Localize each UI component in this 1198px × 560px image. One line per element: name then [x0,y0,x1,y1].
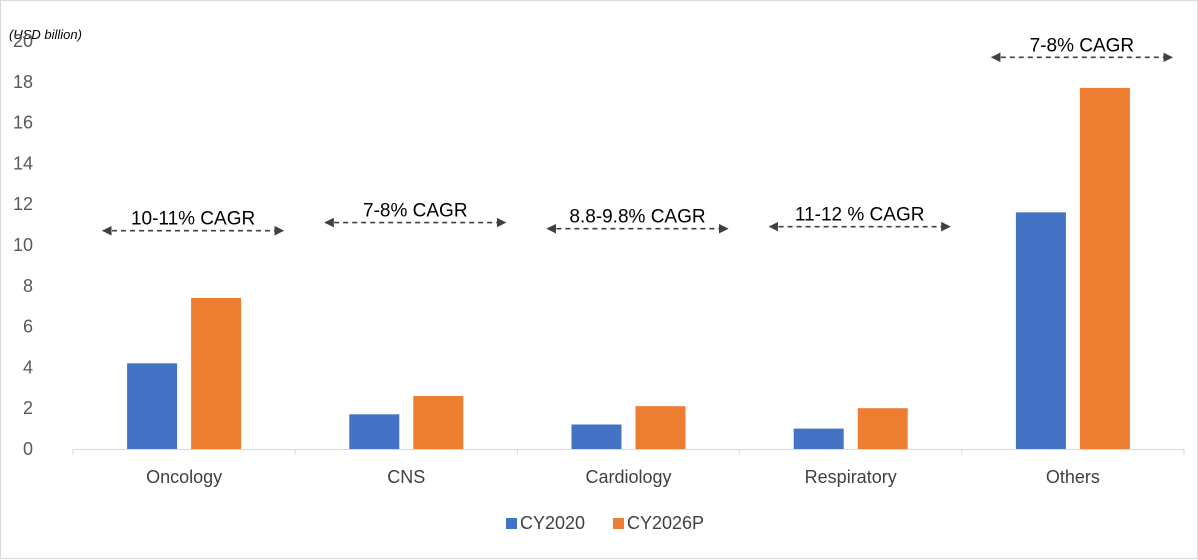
x-axis-label: Others [1046,467,1100,487]
y-tick-label: 0 [23,439,33,459]
y-tick-label: 20 [13,31,33,51]
cagr-annotations: 10-11% CAGR 7-8% CAGR 8.8-9.8% CAGR 11-12 %… [103,35,1172,230]
cagr-label: 8.8-9.8% CAGR [569,207,705,228]
y-tick-label: 4 [23,357,33,377]
bar-cy2020-oncology [127,363,177,449]
bar-cy2020-cardiology [572,425,622,449]
y-tick-label: 18 [13,72,33,92]
legend-label: CY2020 [520,513,585,533]
legend-swatch-cy2026p [613,518,624,529]
legend-label: CY2026P [627,513,704,533]
legend: CY2020 CY2026P [506,513,704,533]
x-axis-label: Respiratory [805,467,897,487]
x-axis-label: Oncology [146,467,222,487]
y-tick-label: 14 [13,153,33,173]
y-tick-label: 6 [23,317,33,337]
x-axis-label: CNS [387,467,425,487]
bar-cy2026p-others [1080,88,1130,449]
cagr-label: 11-12 % CAGR [795,205,925,226]
cagr-label: 10-11% CAGR [131,209,255,230]
x-axis-labels: Oncology CNS Cardiology Respiratory Others [146,467,1100,487]
y-tick-label: 16 [13,113,33,133]
cagr-label: 7-8% CAGR [1030,35,1135,56]
y-tick-label: 8 [23,276,33,296]
bar-cy2026p-cns [413,396,463,449]
bars [127,88,1130,449]
x-axis-label: Cardiology [585,467,671,487]
y-axis-ticks: 0 2 4 6 8 10 12 14 16 18 20 [13,31,33,459]
cagr-label: 7-8% CAGR [363,201,468,222]
y-tick-label: 12 [13,194,33,214]
bar-cy2026p-respiratory [858,408,908,449]
bar-cy2026p-oncology [191,298,241,449]
y-tick-label: 10 [13,235,33,255]
bar-cy2020-others [1016,212,1066,449]
legend-swatch-cy2020 [506,518,517,529]
bar-cy2020-respiratory [794,429,844,449]
y-tick-label: 2 [23,398,33,418]
bar-cy2026p-cardiology [636,406,686,449]
bar-cy2020-cns [349,414,399,449]
